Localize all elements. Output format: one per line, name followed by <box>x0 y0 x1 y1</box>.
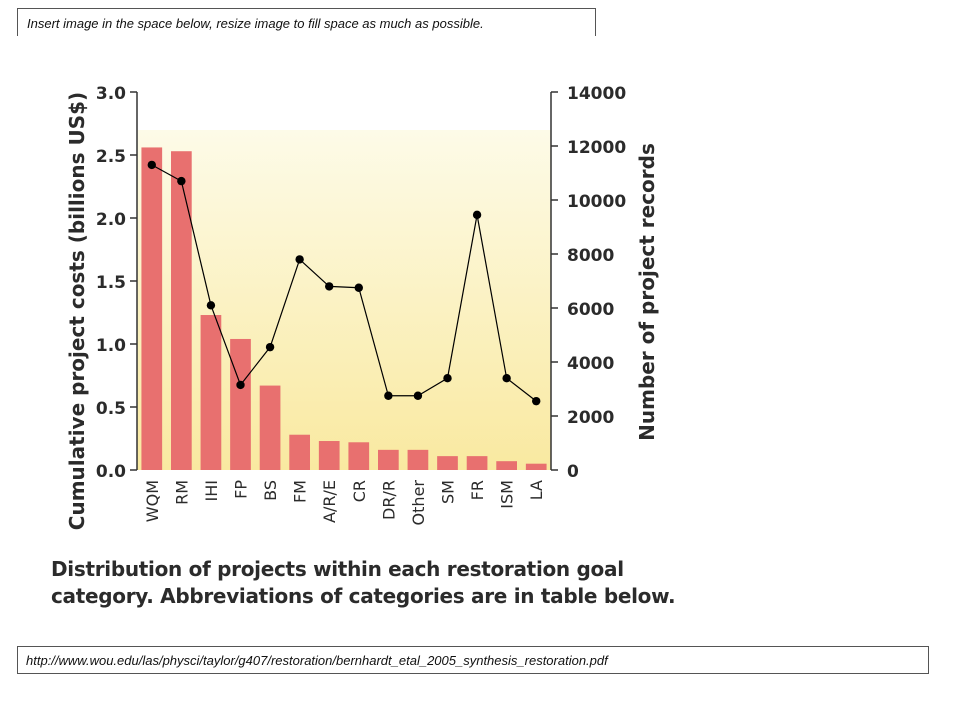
instruction-text: Insert image in the space below, resize … <box>27 16 484 31</box>
point-ISM <box>502 374 511 383</box>
source-url-box: http://www.wou.edu/las/physci/taylor/g40… <box>17 646 929 674</box>
left-tick-label: 1.5 <box>96 273 126 293</box>
bar-LA <box>525 463 547 470</box>
bar-ISM <box>496 461 517 470</box>
point-BS <box>265 342 275 352</box>
x-tick-label: LA <box>527 480 546 500</box>
bar-DR/R <box>378 449 399 470</box>
bar-FR <box>466 456 488 470</box>
bar-IHI <box>200 315 222 470</box>
bar-A/R/E <box>318 441 340 470</box>
x-tick-label: A/R/E <box>320 480 339 523</box>
right-tick-label: 6000 <box>567 300 614 320</box>
left-axis-ticks: 0.0 0.5 1.0 1.5 2.0 2.5 3.0 <box>96 84 137 482</box>
right-axis-ticks: 0 2000 4000 6000 8000 10000 12000 14000 <box>551 84 626 482</box>
point-LA <box>532 396 541 406</box>
x-tick-label: FR <box>468 480 487 500</box>
point-SM <box>443 374 452 383</box>
chart-figure: 0.0 0.5 1.0 1.5 2.0 2.5 3.0 0 2000 4000 6000 8000 1… <box>40 38 680 620</box>
records-line <box>151 164 537 402</box>
line-series <box>147 160 541 406</box>
bar-Other <box>407 449 429 470</box>
bar-BS <box>259 385 281 470</box>
right-tick-label: 2000 <box>567 408 614 428</box>
y-axis-right-title: Number of project records <box>635 143 659 441</box>
bar-SM <box>437 456 458 470</box>
x-tick-label: IHI <box>202 480 221 501</box>
x-tick-label: SM <box>439 480 458 504</box>
x-tick-label: RM <box>172 480 191 505</box>
x-tick-label: DR/R <box>379 480 398 520</box>
source-url: http://www.wou.edu/las/physci/taylor/g40… <box>26 653 608 668</box>
left-tick-label: 3.0 <box>96 84 126 104</box>
bar-FM <box>289 434 310 470</box>
x-tick-label: WQM <box>143 480 162 522</box>
bar-FP <box>230 338 251 470</box>
right-tick-label: 0 <box>567 462 579 482</box>
point-FR <box>472 210 482 220</box>
bar-WQM <box>141 147 163 470</box>
x-tick-label: FM <box>291 480 310 503</box>
point-FP <box>236 380 245 390</box>
point-FM <box>295 255 304 264</box>
bar-CR <box>348 442 370 470</box>
left-tick-label: 1.0 <box>96 336 126 356</box>
instruction-box: Insert image in the space below, resize … <box>17 8 596 36</box>
left-tick-label: 0.0 <box>96 462 126 482</box>
x-tick-label: Other <box>409 480 428 526</box>
right-tick-label: 4000 <box>567 354 614 374</box>
point-IHI <box>206 301 216 310</box>
point-RM <box>177 176 186 186</box>
point-Other <box>413 391 423 400</box>
x-tick-label: FP <box>232 480 251 499</box>
point-DR/R <box>384 391 393 400</box>
bar-line-chart: 0.0 0.5 1.0 1.5 2.0 2.5 3.0 0 2000 4000 6000 8000 1… <box>65 84 659 530</box>
x-axis-labels: WQM RM IHI FP BS FM A/R/E CR DR/R Other SM FR ISM LA <box>143 480 546 526</box>
left-tick-label: 0.5 <box>96 399 126 419</box>
y-axis-left-title: Cumulative project costs (billions US$) <box>65 92 89 530</box>
x-tick-label: BS <box>261 480 280 501</box>
right-tick-label: 10000 <box>567 192 626 212</box>
bar-RM <box>171 151 192 470</box>
figure-caption: Distribution of projects within each res… <box>51 557 676 608</box>
right-tick-label: 8000 <box>567 246 614 266</box>
right-tick-label: 12000 <box>567 138 626 158</box>
point-CR <box>354 283 363 292</box>
right-tick-label: 14000 <box>567 84 626 104</box>
left-tick-label: 2.0 <box>96 210 126 230</box>
x-tick-label: CR <box>350 480 369 502</box>
point-WQM <box>147 160 156 170</box>
point-A/R/E <box>325 282 334 291</box>
x-tick-label: ISM <box>498 480 517 509</box>
left-tick-label: 2.5 <box>96 147 126 167</box>
plot-background <box>137 130 551 470</box>
